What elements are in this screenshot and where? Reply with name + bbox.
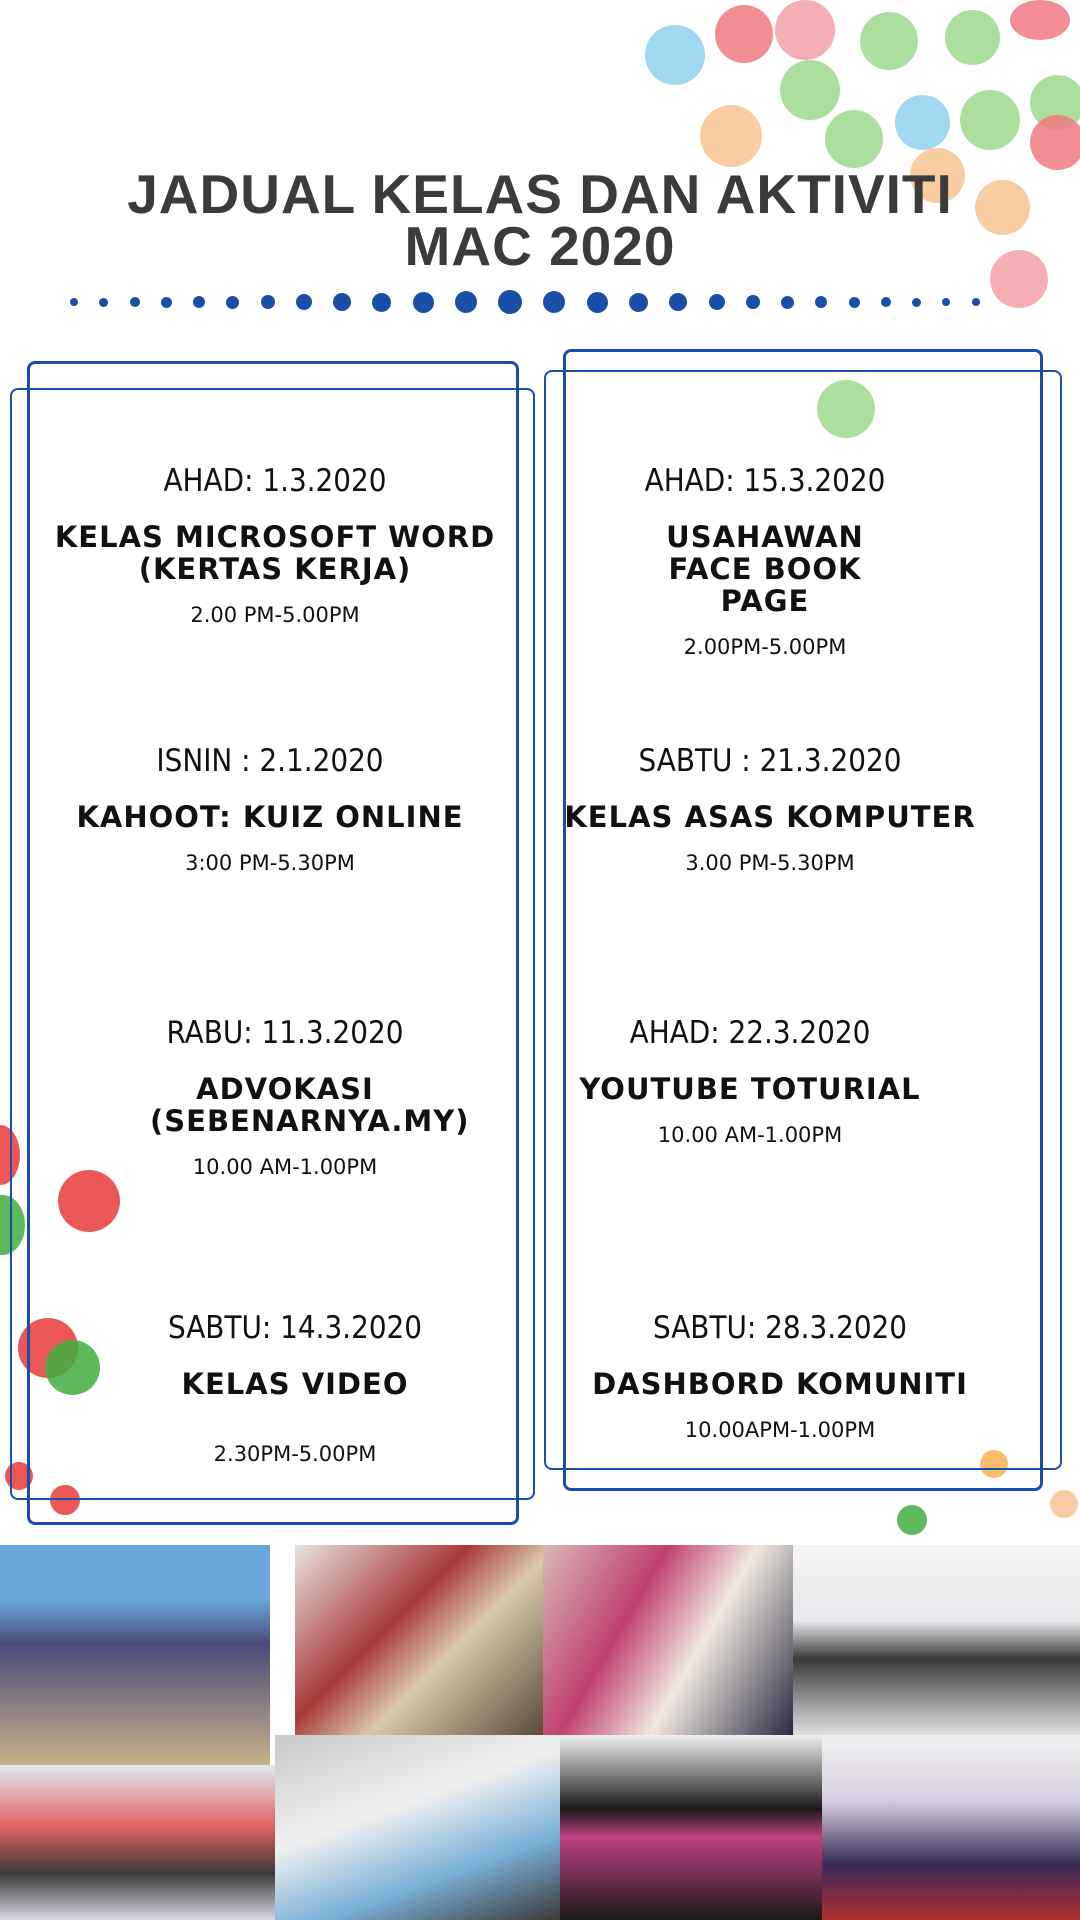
event-time: 10.00 AM-1.00PM — [192, 1155, 378, 1179]
event-time: 2.30PM-5.00PM — [213, 1442, 377, 1466]
title-line-2: MAC 2020 — [404, 215, 676, 277]
photo-collage — [0, 1545, 1080, 1920]
schedule-item: ISNIN : 2.1.2020 KAHOOT: KUIZ ONLINE 3:00 … — [30, 743, 510, 875]
photo-computer-lab — [793, 1545, 1080, 1735]
event-time: 2.00 PM-5.00PM — [190, 603, 360, 627]
schedule-item: SABTU: 28.3.2020 DASHBORD KOMUNITI 10.00AP… — [540, 1310, 1020, 1442]
event-date: AHAD: 22.3.2020 — [629, 1015, 871, 1051]
event-name: DASHBORD KOMUNITI — [592, 1367, 968, 1401]
event-name: YOUTUBE TOTURIAL — [579, 1072, 921, 1106]
event-name: KELAS ASAS KOMPUTER — [564, 800, 976, 834]
right-column: AHAD: 15.3.2020 USAHAWAN FACE BOOK PAGE 2.… — [564, 0, 1060, 1540]
event-name: KAHOOT: KUIZ ONLINE — [76, 800, 464, 834]
event-time: 10.00 AM-1.00PM — [657, 1123, 843, 1147]
event-date: SABTU: 28.3.2020 — [652, 1310, 908, 1346]
event-date: ISNIN : 2.1.2020 — [156, 743, 384, 779]
schedule-item: AHAD: 1.3.2020 KELAS MICROSOFT WORD (KERT… — [40, 463, 510, 627]
photo-activity — [275, 1735, 560, 1920]
photo-monitors — [560, 1735, 822, 1920]
event-time: 3:00 PM-5.30PM — [185, 851, 355, 875]
event-name: KELAS VIDEO — [181, 1367, 409, 1401]
event-date: SABTU: 14.3.2020 — [167, 1310, 423, 1346]
schedule-item: SABTU : 21.3.2020 KELAS ASAS KOMPUTER 3.00… — [540, 743, 1000, 875]
photo-group — [0, 1545, 270, 1765]
photo-workshop — [295, 1545, 543, 1735]
schedule-item: SABTU: 14.3.2020 KELAS VIDEO 2.30PM-5.00PM — [80, 1310, 510, 1466]
event-date: RABU: 11.3.2020 — [166, 1015, 404, 1051]
event-time: 10.00APM-1.00PM — [684, 1418, 876, 1442]
event-date: AHAD: 15.3.2020 — [644, 463, 886, 499]
page-title: JADUAL KELAS DAN AKTIVITI MAC 2020 — [0, 163, 1080, 277]
title-line-1: JADUAL KELAS DAN AKTIVITI — [127, 163, 953, 225]
schedule-item: AHAD: 22.3.2020 YOUTUBE TOTURIAL 10.00 AM-… — [530, 1015, 970, 1147]
event-name: ADVOKASI (SEBENARNYA.MY) — [150, 1072, 470, 1138]
event-time: 3.00 PM-5.30PM — [685, 851, 855, 875]
event-date: AHAD: 1.3.2020 — [163, 463, 387, 499]
event-time: 2.00PM-5.00PM — [683, 635, 847, 659]
schedule-item: AHAD: 15.3.2020 USAHAWAN FACE BOOK PAGE 2.… — [530, 463, 1000, 659]
photo-students — [0, 1765, 275, 1920]
event-date: SABTU : 21.3.2020 — [638, 743, 902, 779]
event-name: KELAS MICROSOFT WORD (KERTAS KERJA) — [54, 520, 496, 586]
dot-divider — [70, 290, 980, 314]
schedule-item: RABU: 11.3.2020 ADVOKASI (SEBENARNYA.MY) 1… — [60, 1015, 510, 1179]
photo-class — [543, 1545, 793, 1735]
photo-community — [822, 1735, 1080, 1920]
event-name: USAHAWAN FACE BOOK PAGE — [666, 520, 864, 618]
left-column: AHAD: 1.3.2020 KELAS MICROSOFT WORD (KERT… — [40, 0, 510, 1540]
